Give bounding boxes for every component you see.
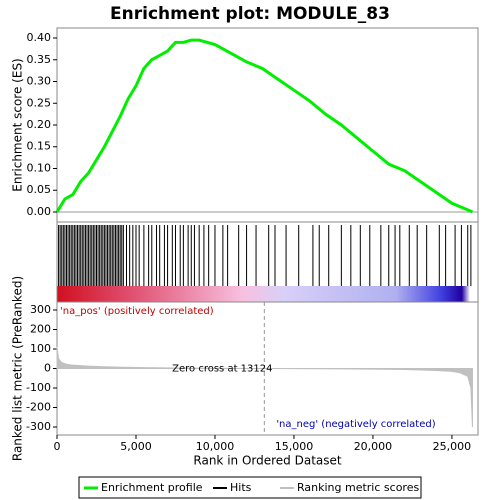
x-tick-label: 15,000	[275, 440, 314, 453]
y-tick-label: -300	[26, 420, 51, 433]
es-line	[55, 38, 474, 214]
y-tick-label: 0.35	[27, 53, 52, 66]
y-tick-label: 0	[44, 362, 51, 375]
x-tick-label: 10,000	[196, 440, 235, 453]
y-tick-label: 300	[30, 303, 51, 316]
y-axis-label: Enrichment score (ES)	[11, 58, 25, 191]
legend-label: Hits	[230, 481, 252, 494]
y-tick-label: 0.05	[27, 183, 52, 196]
legend-label: Ranking metric scores	[297, 481, 419, 494]
plot-frame	[56, 27, 479, 223]
y-tick-label: 0.15	[27, 140, 52, 153]
y-tick-label: 0.10	[27, 161, 52, 174]
y-tick-label: 0.30	[27, 75, 52, 88]
ranking-color-bar	[57, 286, 470, 302]
legend-box	[78, 476, 422, 499]
chart-title: Enrichment plot: MODULE_83	[110, 4, 390, 24]
y-tick-label: -200	[26, 401, 51, 414]
y-tick-label: 200	[30, 322, 51, 335]
x-axis-label: Rank in Ordered Dataset	[193, 454, 341, 468]
x-tick-label: 5,000	[120, 440, 152, 453]
y-tick-label: 0.00	[27, 205, 52, 218]
y-tick-label: 0.40	[27, 31, 52, 44]
x-tick-label: 0	[54, 440, 61, 453]
y-tick-label: 0.25	[27, 96, 52, 109]
x-tick-label: 25,000	[433, 440, 472, 453]
y-tick-label: -100	[26, 381, 51, 394]
zero-cross-label: Zero cross at 13124	[172, 364, 272, 375]
legend-label: Enrichment profile	[101, 481, 203, 494]
x-tick-label: 20,000	[354, 440, 393, 453]
y-tick-label: 100	[30, 342, 51, 355]
y-axis-label: Ranked list metric (PreRanked)	[11, 276, 25, 461]
y-tick-label: 0.20	[27, 118, 52, 131]
neg-label: 'na_neg' (negatively correlated)	[276, 419, 435, 430]
pos-label: 'na_pos' (positively correlated)	[60, 306, 214, 317]
